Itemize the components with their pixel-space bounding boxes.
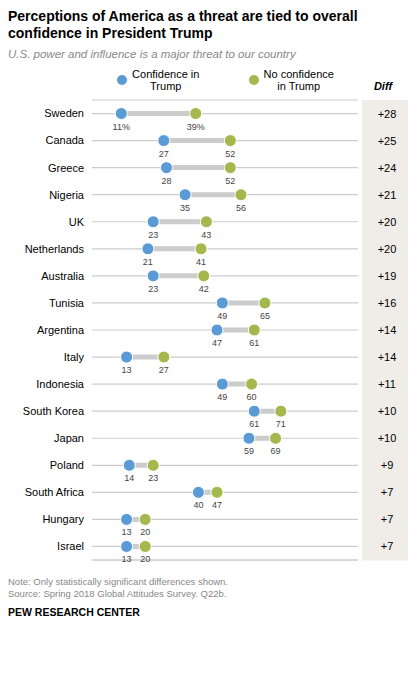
svg-text:Italy: Italy <box>64 351 85 363</box>
svg-text:59: 59 <box>244 446 254 456</box>
svg-text:56: 56 <box>236 202 246 212</box>
svg-text:27: 27 <box>159 148 169 158</box>
svg-text:14: 14 <box>124 473 134 483</box>
svg-text:52: 52 <box>225 175 235 185</box>
svg-text:Poland: Poland <box>50 459 84 471</box>
html-text:Note: Only statistically signi: Note: Only statistically significant dif… <box>8 575 228 599</box>
svg-text:Australia: Australia <box>41 269 85 281</box>
svg-text:40: 40 <box>193 500 203 510</box>
svg-text:69: 69 <box>271 446 281 456</box>
svg-text:+10: +10 <box>378 432 397 444</box>
svg-text:+7: +7 <box>381 486 394 498</box>
svg-text:Hungary: Hungary <box>42 513 84 525</box>
svg-text:+16: +16 <box>378 297 397 309</box>
svg-text:21: 21 <box>143 256 153 266</box>
svg-text:+14: +14 <box>378 351 397 363</box>
svg-text:+19: +19 <box>378 269 397 281</box>
svg-text:49: 49 <box>217 311 227 321</box>
svg-text:43: 43 <box>201 229 211 239</box>
svg-text:+7: +7 <box>381 540 394 552</box>
svg-text:11%: 11% <box>113 121 130 131</box>
svg-text:Indonesia: Indonesia <box>36 378 85 390</box>
svg-text:13: 13 <box>122 554 132 564</box>
svg-text:47: 47 <box>212 338 222 348</box>
svg-text:60: 60 <box>247 392 257 402</box>
svg-text:27: 27 <box>159 365 169 375</box>
html-text:Perceptions of America as a th: Perceptions of America as a threat are t… <box>8 8 358 41</box>
svg-text:65: 65 <box>260 311 270 321</box>
svg-text:13: 13 <box>122 365 132 375</box>
svg-text:+25: +25 <box>378 134 397 146</box>
svg-text:UK: UK <box>69 215 85 227</box>
svg-text:20: 20 <box>140 554 150 564</box>
html-text:Diff: Diff <box>373 79 393 92</box>
svg-text:+21: +21 <box>378 188 397 200</box>
svg-text:61: 61 <box>249 419 259 429</box>
svg-text:Nigeria: Nigeria <box>49 188 85 200</box>
svg-text:Canada: Canada <box>45 134 84 146</box>
svg-text:Netherlands: Netherlands <box>25 242 85 254</box>
svg-text:23: 23 <box>148 229 158 239</box>
html-text:PEW RESEARCH CENTER: PEW RESEARCH CENTER <box>8 606 140 619</box>
svg-text:+20: +20 <box>378 242 397 254</box>
svg-text:Tunisia: Tunisia <box>49 296 85 308</box>
svg-text:+11: +11 <box>378 378 396 390</box>
html-text:No confidence in Trump: No confidence in Trump <box>263 67 334 92</box>
svg-text:+10: +10 <box>378 405 397 417</box>
svg-text:Israel: Israel <box>57 540 84 552</box>
svg-text:52: 52 <box>225 148 235 158</box>
svg-text:Japan: Japan <box>54 432 84 444</box>
svg-text:+20: +20 <box>378 215 397 227</box>
svg-text:13: 13 <box>122 527 132 537</box>
svg-text:+9: +9 <box>381 459 394 471</box>
svg-text:+7: +7 <box>381 513 394 525</box>
svg-text:Greece: Greece <box>48 161 84 173</box>
svg-text:39%: 39% <box>187 121 205 131</box>
svg-text:35: 35 <box>180 202 190 212</box>
svg-text:South Africa: South Africa <box>25 486 85 498</box>
svg-text:+24: +24 <box>378 161 397 173</box>
svg-text:23: 23 <box>148 283 158 293</box>
html-text:U.S. power and influence is a: U.S. power and influence is a major thre… <box>8 47 296 60</box>
svg-text:20: 20 <box>140 527 150 537</box>
svg-text:28: 28 <box>161 175 171 185</box>
svg-text:41: 41 <box>196 256 206 266</box>
svg-text:+14: +14 <box>378 324 397 336</box>
svg-text:61: 61 <box>249 338 259 348</box>
html-text:Confidence in Trump: Confidence in Trump <box>132 67 200 92</box>
svg-text:47: 47 <box>212 500 222 510</box>
svg-text:South Korea: South Korea <box>23 405 85 417</box>
svg-text:Sweden: Sweden <box>44 107 84 119</box>
svg-text:71: 71 <box>276 419 286 429</box>
svg-text:42: 42 <box>199 283 209 293</box>
svg-text:Argentina: Argentina <box>37 323 85 335</box>
svg-text:23: 23 <box>148 473 158 483</box>
svg-text:49: 49 <box>217 392 227 402</box>
svg-text:+28: +28 <box>378 107 397 119</box>
